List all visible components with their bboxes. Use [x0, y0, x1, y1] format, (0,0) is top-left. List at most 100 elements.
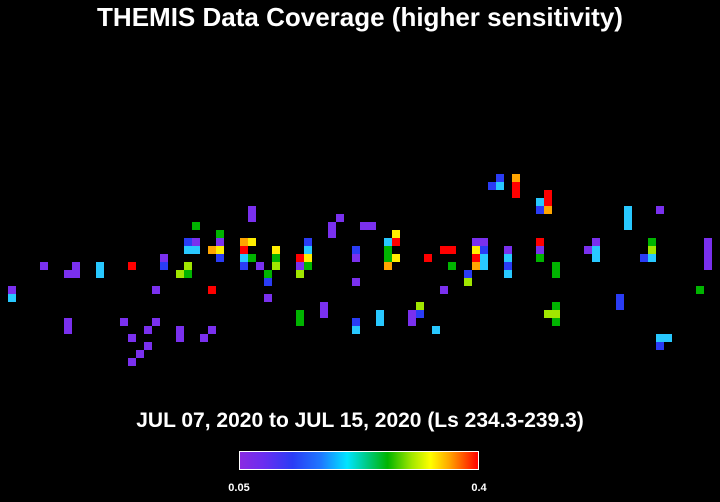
coverage-cell — [480, 238, 488, 246]
coverage-cell — [536, 198, 544, 206]
coverage-cell — [464, 270, 472, 278]
coverage-cell — [704, 254, 712, 262]
coverage-cell — [448, 262, 456, 270]
coverage-cell — [192, 246, 200, 254]
coverage-cell — [384, 254, 392, 262]
coverage-cell — [472, 238, 480, 246]
coverage-cell — [240, 254, 248, 262]
coverage-cell — [264, 270, 272, 278]
coverage-cell — [264, 294, 272, 302]
coverage-cell — [240, 246, 248, 254]
coverage-cell — [304, 246, 312, 254]
coverage-cell — [504, 246, 512, 254]
coverage-cell — [648, 246, 656, 254]
coverage-cell — [640, 254, 648, 262]
coverage-cell — [552, 270, 560, 278]
coverage-cell — [440, 246, 448, 254]
coverage-cell — [184, 270, 192, 278]
coverage-cell — [584, 246, 592, 254]
coverage-cell — [296, 270, 304, 278]
coverage-cell — [624, 214, 632, 222]
coverage-cell — [656, 206, 664, 214]
coverage-cell — [64, 270, 72, 278]
coverage-cell — [304, 262, 312, 270]
coverage-cell — [392, 254, 400, 262]
coverage-cell — [240, 262, 248, 270]
coverage-cell — [272, 254, 280, 262]
coverage-cell — [296, 262, 304, 270]
coverage-cell — [272, 262, 280, 270]
coverage-cell — [480, 254, 488, 262]
coverage-cell — [624, 222, 632, 230]
coverage-cell — [656, 342, 664, 350]
coverage-cell — [128, 358, 136, 366]
coverage-cell — [504, 262, 512, 270]
coverage-cell — [248, 238, 256, 246]
coverage-cell — [208, 286, 216, 294]
colorbar — [239, 451, 479, 470]
coverage-cell — [352, 326, 360, 334]
coverage-cell — [504, 254, 512, 262]
coverage-cell — [496, 174, 504, 182]
coverage-cell — [320, 302, 328, 310]
coverage-cell — [248, 254, 256, 262]
coverage-cell — [64, 326, 72, 334]
coverage-cell — [536, 238, 544, 246]
coverage-cell — [704, 246, 712, 254]
coverage-cell — [440, 286, 448, 294]
coverage-cell — [120, 318, 128, 326]
coverage-cell — [704, 238, 712, 246]
coverage-cell — [208, 326, 216, 334]
coverage-cell — [264, 278, 272, 286]
coverage-cell — [480, 246, 488, 254]
coverage-cell — [248, 214, 256, 222]
coverage-cell — [504, 270, 512, 278]
coverage-cell — [320, 310, 328, 318]
coverage-cell — [424, 254, 432, 262]
coverage-cell — [72, 270, 80, 278]
coverage-cell — [376, 310, 384, 318]
coverage-cell — [248, 206, 256, 214]
coverage-cell — [352, 318, 360, 326]
coverage-cell — [296, 254, 304, 262]
coverage-cell — [384, 262, 392, 270]
coverage-cell — [392, 238, 400, 246]
coverage-cell — [184, 238, 192, 246]
coverage-cell — [512, 174, 520, 182]
coverage-cell — [8, 286, 16, 294]
coverage-cell — [496, 182, 504, 190]
coverage-cell — [72, 262, 80, 270]
coverage-cell — [592, 246, 600, 254]
coverage-cell — [480, 262, 488, 270]
coverage-cell — [552, 310, 560, 318]
coverage-cell — [488, 182, 496, 190]
coverage-cell — [192, 238, 200, 246]
coverage-cell — [160, 254, 168, 262]
coverage-cell — [416, 302, 424, 310]
coverage-cell — [648, 238, 656, 246]
coverage-cell — [328, 222, 336, 230]
coverage-cell — [544, 206, 552, 214]
coverage-cell — [448, 246, 456, 254]
coverage-cell — [184, 262, 192, 270]
coverage-cell — [176, 334, 184, 342]
coverage-cell — [176, 270, 184, 278]
coverage-cell — [472, 262, 480, 270]
coverage-cell — [184, 246, 192, 254]
coverage-cell — [552, 262, 560, 270]
coverage-cell — [472, 254, 480, 262]
coverage-cell — [8, 294, 16, 302]
colorbar-min-label: 0.05 — [228, 482, 250, 494]
coverage-cell — [352, 278, 360, 286]
coverage-cell — [432, 326, 440, 334]
coverage-cell — [352, 246, 360, 254]
coverage-cell — [360, 222, 368, 230]
coverage-cell — [272, 246, 280, 254]
colorbar-max-label: 0.4 — [471, 482, 487, 494]
coverage-cell — [552, 302, 560, 310]
coverage-cell — [616, 294, 624, 302]
coverage-cell — [408, 318, 416, 326]
coverage-cell — [536, 206, 544, 214]
coverage-cell — [216, 254, 224, 262]
coverage-cell — [704, 262, 712, 270]
